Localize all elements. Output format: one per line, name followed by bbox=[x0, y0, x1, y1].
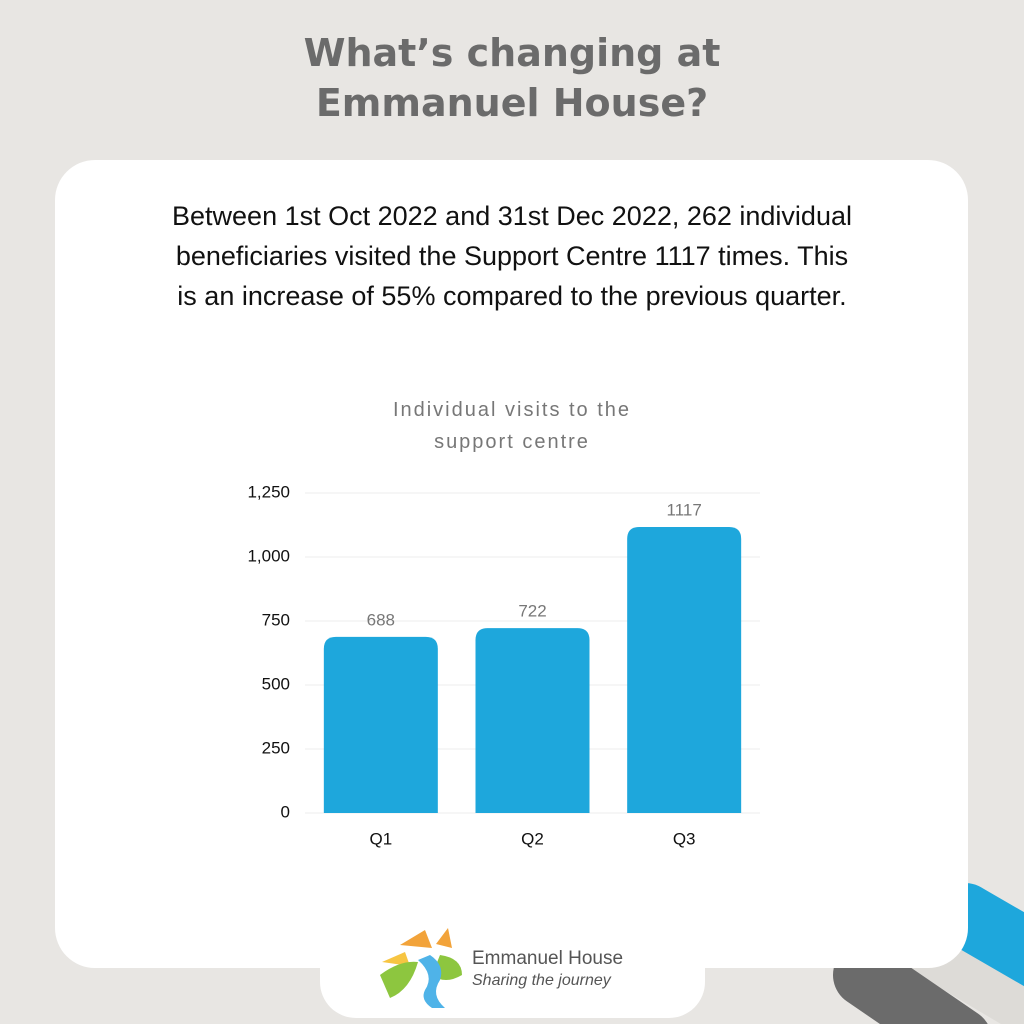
data-label: 1117 bbox=[667, 501, 702, 520]
logo-path bbox=[418, 955, 445, 1008]
logo-tagline: Sharing the journey bbox=[472, 972, 611, 989]
y-tick-label: 500 bbox=[262, 674, 290, 693]
x-tick-label: Q3 bbox=[673, 829, 696, 848]
bar bbox=[475, 628, 590, 813]
bar bbox=[323, 636, 438, 813]
bar bbox=[627, 527, 742, 813]
logo-ray bbox=[436, 928, 452, 948]
data-label: 688 bbox=[367, 610, 395, 629]
y-tick-label: 250 bbox=[262, 738, 290, 757]
stripe bbox=[933, 883, 1024, 987]
chart-title: Individual visits to the support centre bbox=[392, 399, 632, 453]
logo-leaf bbox=[380, 961, 418, 998]
logo-tab bbox=[320, 900, 705, 1018]
page-title: What’s changing at Emmanuel House? bbox=[303, 31, 721, 125]
logo-ray bbox=[400, 930, 432, 948]
y-tick-label: 750 bbox=[262, 610, 290, 629]
logo-ray bbox=[382, 952, 410, 966]
stripe bbox=[833, 943, 988, 1024]
card bbox=[55, 160, 968, 968]
summary-text: Between 1st Oct 2022 and 31st Dec 2022, … bbox=[172, 201, 852, 311]
y-tick-label: 1,250 bbox=[247, 482, 290, 501]
x-tick-label: Q2 bbox=[521, 829, 544, 848]
x-tick-label: Q1 bbox=[369, 829, 392, 848]
logo-mark bbox=[380, 928, 462, 1008]
data-label: 722 bbox=[518, 602, 546, 621]
y-tick-label: 1,000 bbox=[247, 546, 290, 565]
y-tick-label: 0 bbox=[281, 802, 290, 821]
logo-name: Emmanuel House bbox=[472, 948, 624, 969]
